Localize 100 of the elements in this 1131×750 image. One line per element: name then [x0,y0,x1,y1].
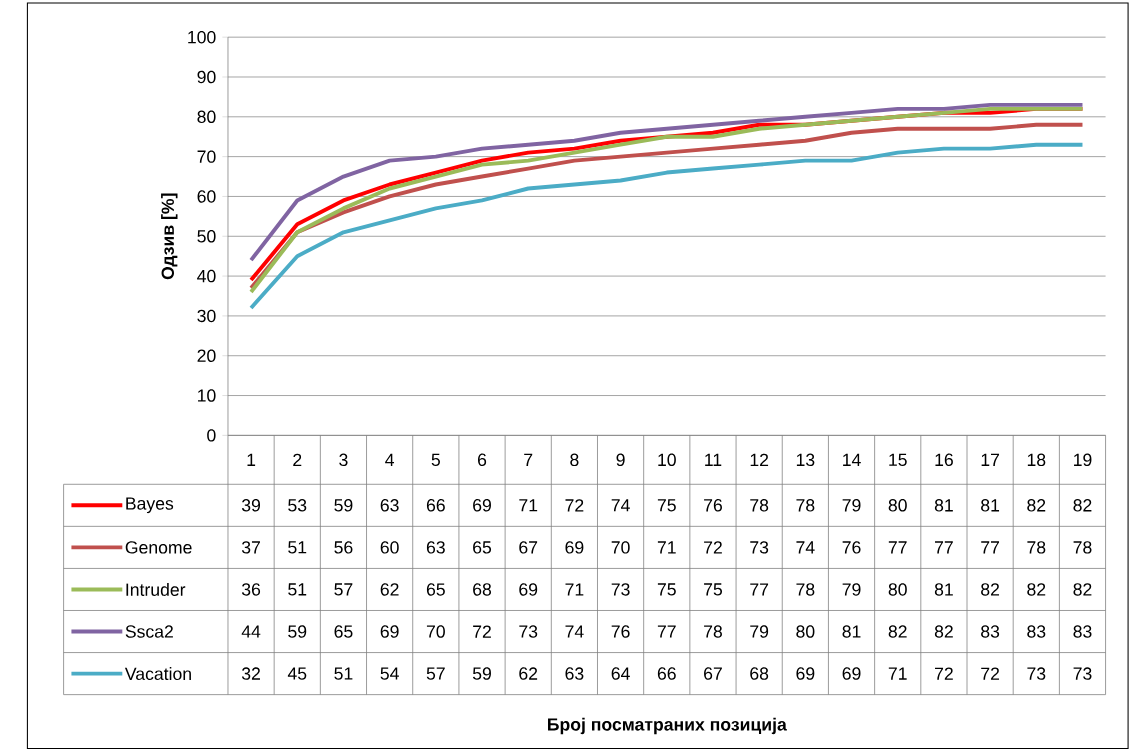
data-label: 78 [1073,540,1092,554]
x-tick-label: 2 [293,453,302,466]
data-label: 73 [611,583,630,596]
data-label: 81 [934,583,953,596]
data-label: 75 [657,498,676,512]
data-label: 82 [1073,583,1092,596]
x-tick-label: 10 [658,453,676,466]
data-label: 69 [565,540,584,554]
legend-label: Bayes [126,497,174,514]
data-label: 63 [380,498,399,512]
data-label: 64 [611,667,630,680]
y-tick-label: 0 [207,428,216,442]
legend-label: Intruder [126,582,186,596]
y-tick-label: 70 [197,150,216,163]
data-label: 83 [1073,625,1092,638]
data-label: 73 [1027,667,1046,680]
data-label: 83 [1027,625,1046,638]
data-label: 82 [1073,498,1092,512]
data-label: 79 [842,498,861,512]
data-label: 56 [334,540,353,554]
data-label: 71 [657,541,676,554]
data-label: 69 [380,625,399,638]
data-label: 73 [1073,667,1092,680]
x-tick-label: 19 [1074,453,1092,466]
text: Број посматраних позиција [548,717,787,734]
data-label: 80 [888,498,907,512]
data-label: 81 [934,498,953,512]
data-label: 78 [796,498,815,512]
data-label: 72 [473,625,491,638]
legend-label: Vacation [124,666,191,680]
y-tick-label: 40 [197,269,216,283]
data-label: 82 [1027,583,1046,596]
data-label: 77 [888,541,907,554]
data-label: 76 [611,625,630,638]
data-label: 66 [426,498,445,512]
data-label: 83 [981,625,1000,638]
data-label: 59 [472,667,491,680]
data-label: 59 [334,498,353,512]
x-tick-label: 7 [524,453,533,466]
data-label: 59 [288,625,307,638]
data-label: 77 [657,625,676,638]
y-tick-label: 80 [197,110,216,123]
data-label: 67 [519,540,538,554]
x-tick-label: 14 [843,453,861,466]
data-label: 79 [750,625,769,638]
line-series [249,142,1085,310]
data-label: 72 [935,667,953,680]
data-label: 70 [426,625,445,638]
data-label: 80 [888,583,907,596]
data-label: 78 [750,498,769,512]
y-tick-label: 10 [198,389,216,402]
x-tick-label: 4 [385,453,395,466]
y-axis-title: Одзив [%] [161,193,178,280]
data-label: 78 [704,625,722,638]
data-label: 63 [565,667,584,680]
data-label: 44 [241,625,261,638]
data-label: 54 [380,667,399,680]
data-label: 77 [935,541,953,554]
data-label: 68 [473,583,492,596]
y-tick-label: 100 [188,30,216,44]
data-label: 77 [750,583,769,596]
data-label: 65 [426,583,445,596]
data-label: 74 [796,541,815,554]
data-label: 76 [704,498,722,512]
data-label: 73 [519,625,538,638]
data-label: 82 [888,625,907,638]
data-label: 62 [519,667,538,680]
x-tick-label: 1 [247,453,256,466]
data-label: 69 [842,667,861,680]
data-label: 63 [426,540,445,554]
x-tick-label: 12 [750,453,769,466]
y-tick-label: 30 [197,309,216,322]
data-label: 72 [565,498,584,512]
x-tick-label: 16 [935,453,953,466]
data-label: 67 [704,667,722,680]
x-tick-label: 6 [478,453,487,466]
data-label: 72 [981,667,1000,680]
data-label: 71 [565,583,584,596]
y-tick-label: 50 [197,229,216,243]
data-label: 68 [750,667,769,680]
data-label: 76 [842,540,861,554]
data-label: 60 [380,540,399,554]
x-tick-label: 3 [339,453,348,466]
data-label: 57 [426,667,445,680]
data-label: 65 [473,540,492,554]
y-tick-label: 60 [197,190,216,203]
data-label: 78 [1027,540,1046,554]
data-label: 77 [981,541,1000,554]
data-label: 69 [473,498,491,512]
data-label: 73 [750,540,769,554]
data-label: 80 [796,625,815,638]
data-label: 69 [796,667,815,680]
data-label: 45 [287,667,307,680]
data-label: 51 [334,667,353,680]
data-label: 71 [888,667,907,680]
legend-label: Ssca2 [125,625,173,638]
data-label: 57 [334,583,353,596]
data-label: 78 [796,583,815,596]
data-label: 81 [981,498,1000,512]
data-label: 82 [934,625,953,638]
